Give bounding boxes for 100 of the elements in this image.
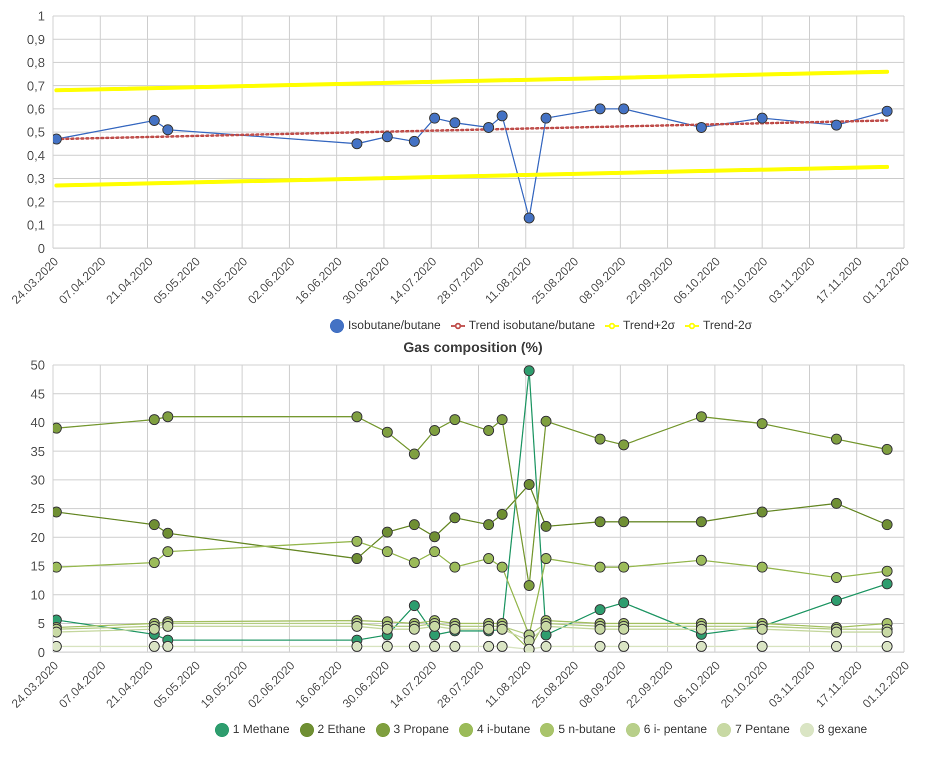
y-tick-label: 0,8 <box>26 55 45 70</box>
point <box>429 546 440 558</box>
point <box>696 122 707 133</box>
point <box>696 554 707 566</box>
point <box>756 506 768 518</box>
point <box>429 629 440 640</box>
point <box>540 112 552 124</box>
point <box>408 557 420 568</box>
point <box>496 414 508 426</box>
point <box>429 424 440 436</box>
chart-title: Gas composition (%) <box>402 339 544 355</box>
point <box>351 138 362 150</box>
point <box>351 553 362 564</box>
y-tick-label: 0,5 <box>26 124 45 140</box>
point <box>594 103 606 114</box>
point <box>882 519 893 530</box>
point <box>382 640 393 652</box>
point <box>540 640 552 652</box>
point <box>449 562 460 573</box>
point <box>594 640 606 652</box>
point <box>429 640 440 652</box>
y-tick-label: 0 <box>38 644 45 660</box>
point <box>830 594 842 606</box>
point <box>496 110 508 122</box>
y-tick-label: 50 <box>30 358 45 373</box>
point <box>696 516 707 528</box>
point <box>483 640 494 652</box>
y-tick-label: 10 <box>30 587 45 602</box>
point <box>756 624 768 635</box>
point <box>594 562 606 573</box>
point <box>882 640 893 652</box>
point <box>162 124 174 136</box>
point <box>351 411 362 422</box>
point <box>882 626 893 638</box>
point <box>148 519 160 530</box>
point <box>696 624 707 635</box>
point <box>882 578 893 590</box>
point <box>618 103 630 114</box>
legend-label: 7 Pentane <box>735 722 790 736</box>
point <box>351 536 362 547</box>
point <box>540 416 552 427</box>
point <box>408 136 420 147</box>
point <box>408 624 420 635</box>
point <box>618 439 630 450</box>
point <box>540 520 552 532</box>
point <box>429 531 440 542</box>
legend-label: Trend+2σ <box>623 318 676 332</box>
point <box>483 122 494 133</box>
point <box>408 519 420 530</box>
point <box>408 640 420 652</box>
point <box>696 640 707 652</box>
point <box>162 640 174 652</box>
point <box>162 620 174 632</box>
point <box>483 519 494 530</box>
point <box>830 120 842 131</box>
point <box>756 418 768 430</box>
point <box>351 620 362 632</box>
point <box>449 414 460 426</box>
y-tick-label: 30 <box>30 472 45 488</box>
y-tick-label: 20 <box>30 530 45 545</box>
point <box>449 512 460 524</box>
point <box>408 600 420 612</box>
point <box>756 562 768 573</box>
point <box>382 426 393 438</box>
point <box>162 528 174 539</box>
point <box>618 597 630 608</box>
point <box>540 553 552 564</box>
point <box>449 640 460 652</box>
point <box>148 640 160 652</box>
point <box>882 106 893 117</box>
point <box>756 640 768 652</box>
point <box>594 624 606 635</box>
y-tick-label: 0,7 <box>26 78 45 94</box>
point <box>148 114 160 126</box>
legend-label: 8 gexane <box>818 722 868 736</box>
point <box>618 562 630 573</box>
point <box>162 546 174 558</box>
y-tick-label: 1 <box>38 8 45 24</box>
point <box>594 516 606 528</box>
point <box>408 448 420 460</box>
point <box>148 414 160 426</box>
y-tick-label: 0,9 <box>26 32 45 47</box>
point <box>496 640 508 652</box>
legend-label: 2 Ethane <box>318 722 366 736</box>
point <box>696 411 707 422</box>
legend-label: 3 Propane <box>394 722 449 736</box>
point <box>882 444 893 455</box>
legend-label: 6 i- pentane <box>644 722 708 736</box>
y-tick-label: 0,4 <box>26 148 45 163</box>
point <box>618 624 630 635</box>
point <box>524 478 535 490</box>
y-tick-label: 0,2 <box>26 194 45 210</box>
point <box>382 131 393 142</box>
point <box>162 411 174 422</box>
point <box>524 212 535 224</box>
point <box>351 640 362 652</box>
y-tick-label: 40 <box>30 415 45 430</box>
point <box>524 365 535 376</box>
point <box>882 566 893 577</box>
legend-label: 4 i-butane <box>476 722 530 736</box>
